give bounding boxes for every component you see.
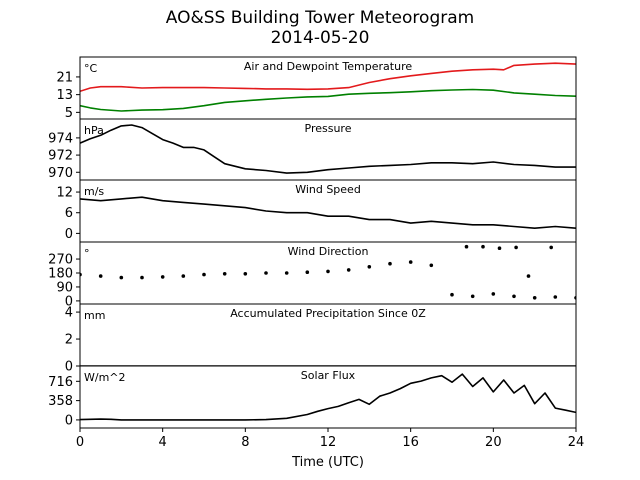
y-tick-label: 0 xyxy=(65,227,73,242)
data-point xyxy=(243,272,248,276)
chart-subtitle: 2014-05-20 xyxy=(270,28,370,48)
y-tick-label: 974 xyxy=(48,131,73,146)
y-tick-label: 270 xyxy=(48,253,73,268)
data-point xyxy=(202,272,206,277)
data-point xyxy=(481,244,485,249)
series-points xyxy=(464,244,553,278)
x-tick-label: 24 xyxy=(568,435,585,450)
data-point xyxy=(549,245,553,250)
data-point xyxy=(497,246,502,250)
data-point xyxy=(160,275,165,279)
y-tick-label: 12 xyxy=(56,186,73,201)
data-point xyxy=(532,296,537,300)
y-tick-label: 358 xyxy=(48,394,73,409)
panel-title-accumulated-precipitation-since-0z: Accumulated Precipitation Since 0Z xyxy=(230,307,426,320)
data-point xyxy=(464,244,469,249)
data-point xyxy=(491,292,496,296)
y-tick-label: 21 xyxy=(56,70,73,85)
y-tick-label: 972 xyxy=(48,149,73,164)
y-tick-label: 716 xyxy=(48,375,73,390)
x-tick-label: 4 xyxy=(159,435,167,450)
data-point xyxy=(512,294,516,299)
panel-title-wind-speed: Wind Speed xyxy=(295,183,361,196)
panel-title-air-and-dewpoint-temperature: Air and Dewpoint Temperature xyxy=(244,60,412,73)
y-tick-label: 0 xyxy=(65,413,73,428)
data-point xyxy=(305,270,310,275)
data-point xyxy=(553,295,558,299)
unit-label-air-and-dewpoint-temperature: °C xyxy=(84,62,98,75)
data-point xyxy=(470,294,475,299)
data-point xyxy=(119,275,124,280)
data-point xyxy=(450,292,454,297)
y-tick-label: 970 xyxy=(48,166,73,181)
data-point xyxy=(181,274,186,278)
unit-label-pressure: hPa xyxy=(84,124,104,137)
data-point xyxy=(526,274,531,278)
data-point xyxy=(408,260,413,264)
unit-label-solar-flux: W/m^2 xyxy=(84,371,126,384)
data-point xyxy=(367,265,372,269)
y-tick-label: 180 xyxy=(48,267,73,282)
unit-label-accumulated-precipitation-since-0z: mm xyxy=(84,309,105,322)
y-tick-label: 0 xyxy=(65,360,73,375)
series-points xyxy=(80,260,576,300)
panel-title-wind-direction: Wind Direction xyxy=(288,245,369,258)
y-tick-label: 13 xyxy=(56,88,73,103)
panel-title-pressure: Pressure xyxy=(305,122,352,135)
data-point xyxy=(98,274,103,278)
x-tick-label: 8 xyxy=(241,435,249,450)
data-point xyxy=(222,272,227,276)
series-line-air-and-dewpoint-temperature-1 xyxy=(80,88,576,112)
panel-title-solar-flux: Solar Flux xyxy=(301,369,356,382)
data-point xyxy=(326,269,330,274)
series-line-wind-speed-0 xyxy=(80,196,576,229)
data-point xyxy=(388,261,392,266)
x-axis-label: Time (UTC) xyxy=(291,455,364,470)
data-point xyxy=(346,268,351,272)
y-tick-label: 2 xyxy=(65,333,73,348)
data-point xyxy=(264,271,268,275)
y-tick-label: 0 xyxy=(65,294,73,309)
y-tick-label: 4 xyxy=(65,306,73,321)
series-line-pressure-0 xyxy=(80,124,576,174)
data-point xyxy=(140,275,144,280)
x-tick-label: 0 xyxy=(76,435,84,450)
chart-title: AO&SS Building Tower Meteorogram xyxy=(165,8,475,28)
y-tick-label: 90 xyxy=(56,280,73,295)
data-point xyxy=(429,263,434,268)
data-point xyxy=(514,245,518,250)
series-line-solar-flux-0 xyxy=(80,373,576,421)
x-tick-label: 20 xyxy=(485,435,502,450)
unit-label-wind-speed: m/s xyxy=(84,185,104,198)
x-tick-label: 16 xyxy=(402,435,419,450)
data-point xyxy=(284,271,289,275)
x-tick-label: 12 xyxy=(320,435,337,450)
unit-label-wind-direction: ° xyxy=(84,247,90,260)
y-tick-label: 6 xyxy=(65,206,73,221)
series-line-air-and-dewpoint-temperature-0 xyxy=(80,62,576,93)
y-tick-label: 5 xyxy=(65,106,73,121)
